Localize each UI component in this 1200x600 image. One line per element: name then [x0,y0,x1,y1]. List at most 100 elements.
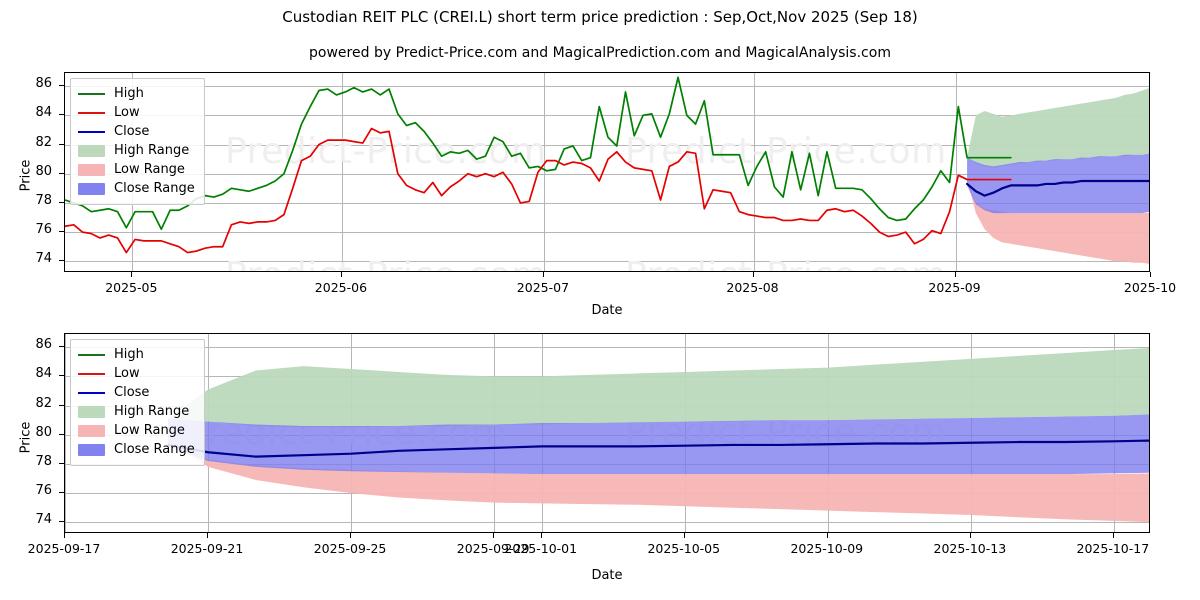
x-tick-label: 2025-08 [726,280,779,295]
gridline-horizontal [65,522,1149,524]
watermark-text: Predict-Price.com [225,255,547,271]
y-tick-mark [59,492,64,494]
gridline-horizontal [65,144,1149,146]
gridline-horizontal [65,202,1149,204]
legend-line-swatch [78,353,105,356]
x-tick-label: 2025-09-29 [456,541,530,556]
y-tick-mark [59,462,64,464]
x-tick-mark [131,272,133,277]
legend-band-swatch [78,405,105,418]
x-tick-label: 2025-10 [1123,280,1177,295]
gridline-vertical [65,334,66,532]
line-high [65,76,1012,231]
x-tick-mark [683,533,685,538]
page-subtitle: powered by Predict-Price.com and Magical… [309,45,891,61]
y-tick-mark [59,143,64,145]
overview-plot-area[interactable]: Predict-Price.com Predict-Price.com Predic… [64,72,1150,272]
gridline-vertical [955,73,957,271]
legend-label: High [114,86,144,101]
legend-line-swatch [78,111,105,114]
gridline-horizontal [65,115,1149,117]
overview-legend-item-close-range[interactable]: Close Range [78,179,195,198]
detail-legend-item-close[interactable]: Close [78,383,195,402]
legend-band-swatch [78,163,105,176]
x-tick-mark [826,533,828,538]
y-tick-mark [59,346,64,348]
x-tick-mark [207,533,209,538]
y-tick-mark [59,404,64,406]
y-tick-mark [59,201,64,203]
legend-label: High Range [114,143,190,158]
overview-x-axis-label: Date [591,303,623,318]
x-tick-label: 2025-09 [928,280,981,295]
y-tick-mark [59,521,64,523]
overview-legend-item-high[interactable]: High [78,84,195,103]
legend-label: Low [114,366,140,381]
band-high-range [168,347,1149,428]
legend-line-swatch [78,372,105,375]
overview-series-layer [65,76,1149,264]
x-tick-mark [350,533,352,538]
x-tick-label: 2025-09-21 [170,541,244,556]
y-tick-label: 84 [35,105,52,121]
legend-band-swatch [78,443,105,456]
y-tick-mark [59,375,64,377]
x-tick-mark [1150,272,1151,277]
legend-line-swatch [78,92,105,95]
band-high-range [967,88,1149,168]
y-tick-label: 84 [35,366,52,382]
legend-label: High [114,347,144,362]
y-tick-label: 80 [35,424,52,440]
line-close [965,179,1149,197]
detail-legend-item-close-range[interactable]: Close Range [78,440,195,459]
detail-x-axis-label: Date [591,568,623,583]
detail-legend-item-high[interactable]: High [78,345,195,364]
y-tick-label: 86 [35,337,52,353]
x-tick-label: 2025-10-01 [504,541,578,556]
x-tick-mark [969,533,971,538]
x-tick-mark [64,533,65,538]
legend-line-swatch [78,130,105,133]
detail-legend-item-low[interactable]: Low [78,364,195,383]
overview-legend-item-high-range[interactable]: High Range [78,141,195,160]
y-tick-mark [59,231,64,233]
line-close [167,439,1149,458]
detail-legend-item-high-range[interactable]: High Range [78,402,195,421]
x-tick-label: 2025-05 [105,280,158,295]
detail-series-layer [167,347,1149,523]
gridline-vertical [543,73,545,271]
band-low-range [967,179,1149,264]
band-close-range [168,414,1149,475]
legend-label: Close [114,124,150,139]
x-tick-mark [542,272,544,277]
x-tick-label: 2025-09-25 [313,541,387,556]
x-tick-mark [493,533,495,538]
y-tick-label: 74 [35,251,52,267]
overview-legend-item-low-range[interactable]: Low Range [78,160,195,179]
legend-label: Low [114,105,140,120]
overview-legend-item-close[interactable]: Close [78,122,195,141]
gridline-vertical [341,73,343,271]
y-tick-mark [59,172,64,174]
overview-chart-panel: Price Date Predict-Price.com Predict-Pric… [19,72,1177,318]
y-tick-label: 76 [35,222,52,238]
legend-label: Low Range [114,162,185,177]
y-tick-label: 86 [35,76,52,92]
y-tick-mark [59,114,64,116]
detail-legend-item-low-range[interactable]: Low Range [78,421,195,440]
legend-band-swatch [78,144,105,157]
watermark-text: Predict-Price.com [625,131,947,172]
y-tick-label: 78 [35,192,52,208]
overview-legend-item-low[interactable]: Low [78,103,195,122]
x-tick-mark [1112,533,1114,538]
gridline-horizontal [65,173,1149,175]
legend-line-swatch [78,391,105,394]
legend-label: High Range [114,404,190,419]
legend-band-swatch [78,424,105,437]
gridline-horizontal [65,347,1149,349]
y-tick-label: 82 [35,134,52,150]
x-tick-label: 2025-10-13 [933,541,1007,556]
